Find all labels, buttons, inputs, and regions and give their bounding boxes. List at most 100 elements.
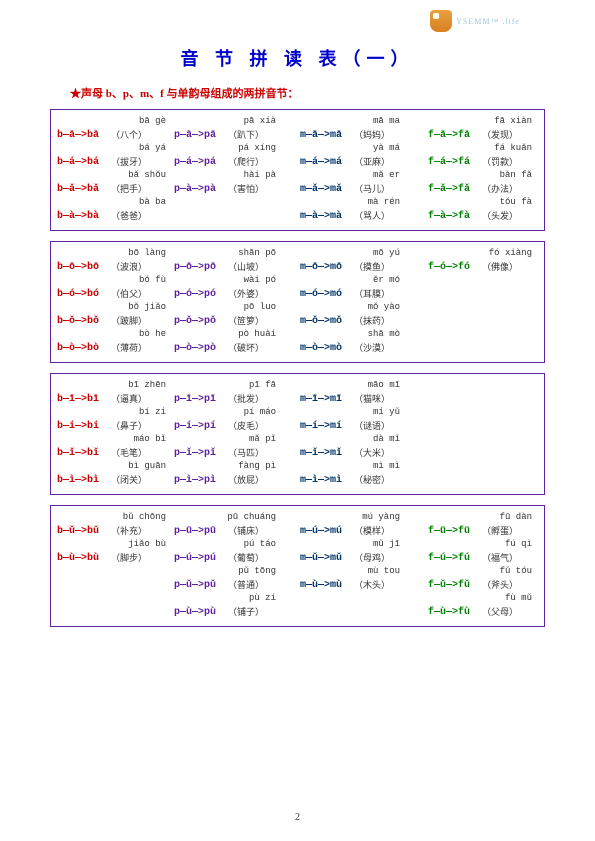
formula-text: p—ì—>pì xyxy=(174,475,216,486)
pinyin-text: pù zi xyxy=(249,593,276,603)
syllable-entry xyxy=(428,434,538,461)
logo-icon xyxy=(430,10,452,32)
syllable-entry: tóu fàf—à—>fà（头发） xyxy=(428,197,538,224)
pinyin-text: māo mī xyxy=(368,380,400,390)
header-logo: YSEMM™ .life xyxy=(430,10,520,32)
hanzi-text: （波浪） xyxy=(111,260,147,273)
syllable-box: bī zhēnb—ī—>bī（逼真）bí zib—í—>bí（鼻子）máo bǐ… xyxy=(50,373,545,495)
hanzi-text: （抹药） xyxy=(354,314,390,327)
column-f: fó xiàngf—ó—>fó（佛像） xyxy=(428,248,538,356)
subtitle: ★声母 b、p、m、f 与单韵母组成的两拼音节： xyxy=(70,85,545,101)
formula-text: p—ā—>pā xyxy=(174,130,216,141)
syllable-entry: bā gè b—ā—>bā （八个） xyxy=(57,116,174,143)
formula-text: m—ó—>mó xyxy=(300,289,342,300)
hanzi-text: （福气） xyxy=(482,551,518,564)
syllable-entry: mā mam—ā—>mā（妈妈） xyxy=(300,116,428,143)
syllable-entry: bō làngb—ō—>bō（波浪） xyxy=(57,248,174,275)
syllable-entry: pù zip—ù—>pù（铺子） xyxy=(174,593,300,620)
pinyin-text: mā ma xyxy=(373,116,400,126)
column-m: māo mīm—ī—>mī（猫咪）mí yǔm—í—>mí（谜语）dà mǐm—… xyxy=(300,380,428,488)
formula-text: m—ú—>mú xyxy=(300,526,342,537)
formula-text: p—ó—>pó xyxy=(174,289,216,300)
hanzi-text: （马匹） xyxy=(228,446,264,459)
hanzi-text: （拔牙） xyxy=(111,155,147,168)
syllable-entry: fá kuǎnf—á—>fá（罚款） xyxy=(428,143,538,170)
formula-text: p—ǔ—>pǔ xyxy=(174,580,216,591)
pinyin-text: yà má xyxy=(373,143,400,153)
hanzi-text: （跛脚） xyxy=(111,314,147,327)
syllable-entry: fū dànf—ū—>fū（孵蛋） xyxy=(428,512,538,539)
hanzi-text: （薄荷） xyxy=(111,341,147,354)
formula-text: p—ú—>pú xyxy=(174,553,216,564)
hanzi-text: （害怕） xyxy=(228,182,264,195)
syllable-entry: bǔ chōngb—ǔ—>bǔ（补充） xyxy=(57,512,174,539)
hanzi-text: （罚款） xyxy=(482,155,518,168)
formula-text: f—á—>fá xyxy=(428,157,470,168)
syllable-entry: mù tou m—ù—>mù （木头） xyxy=(300,566,428,593)
pinyin-text: bò he xyxy=(139,329,166,339)
logo-text: YSEMM™ .life xyxy=(456,17,520,26)
formula-text: b—í—>bí xyxy=(57,421,99,432)
hanzi-text: （母鸡） xyxy=(354,551,390,564)
hanzi-text: （骂人） xyxy=(354,209,390,222)
hanzi-text: （佛像） xyxy=(482,260,518,273)
formula-text: m—á—>má xyxy=(300,157,342,168)
syllable-entry: pū chuángp—ū—>pū（铺床） xyxy=(174,512,300,539)
pinyin-text: pú táo xyxy=(244,539,276,549)
pinyin-text: pǔ tōng xyxy=(238,566,276,576)
syllable-entry: jiǎo bùb—ù—>bù（脚步） xyxy=(57,539,174,566)
column-f xyxy=(428,380,538,488)
formula-text: b—ā—>bā xyxy=(57,130,99,141)
formula-text: b—ǔ—>bǔ xyxy=(57,526,99,537)
pinyin-text: mù tou xyxy=(368,566,400,576)
hanzi-text: （木头） xyxy=(354,578,390,591)
hanzi-text: （斧头） xyxy=(482,578,518,591)
pinyin-text: pá xíng xyxy=(238,143,276,153)
syllable-entry: ěr móm—ó—>mó（耳膜） xyxy=(300,275,428,302)
syllable-entry: bá yáb—á—>bá（拔牙） xyxy=(57,143,174,170)
formula-text: f—ǔ—>fǔ xyxy=(428,580,470,591)
syllable-entry xyxy=(174,197,300,224)
column-m: mō yúm—ō—>mō（摸鱼）ěr móm—ó—>mó（耳膜）mǒ yàom—… xyxy=(300,248,428,356)
formula-text: m—ǎ—>mǎ xyxy=(300,184,342,195)
column-f: fā xiànf—ā—>fā（发现）fá kuǎnf—á—>fá（罚款）bàn … xyxy=(428,116,538,224)
hanzi-text: （模样） xyxy=(354,524,390,537)
column-m: mā mam—ā—>mā（妈妈）yà mám—á—>má（亚麻）mǎ erm—ǎ… xyxy=(300,116,428,224)
syllable-entry: fó xiàngf—ó—>fó（佛像） xyxy=(428,248,538,275)
pinyin-text: bàn fǎ xyxy=(500,170,532,180)
syllable-entry: bī zhēnb—ī—>bī（逼真） xyxy=(57,380,174,407)
pinyin-text: bà ba xyxy=(139,197,166,207)
hanzi-text: （外婆） xyxy=(228,287,264,300)
hanzi-text: （皮毛） xyxy=(228,419,264,432)
pinyin-text: mì mì xyxy=(373,461,400,471)
hanzi-text: （谜语） xyxy=(354,419,390,432)
hanzi-text: （趴下） xyxy=(228,128,264,141)
syllable-entry: pí máop—í—>pí（皮毛） xyxy=(174,407,300,434)
pinyin-text: bā gè xyxy=(139,116,166,126)
pinyin-text: mà rén xyxy=(368,197,400,207)
formula-text: m—í—>mí xyxy=(300,421,342,432)
column-p: shān pōp—ō—>pō（山坡）wài póp—ó—>pó（外婆）pō lu… xyxy=(174,248,300,356)
formula-text: m—ù—>mù xyxy=(300,580,342,591)
syllable-entry: bà bab—à—>bà（爸爸） xyxy=(57,197,174,224)
formula-text: p—ū—>pū xyxy=(174,526,216,537)
hanzi-text: （孵蛋） xyxy=(482,524,518,537)
syllable-entry xyxy=(428,380,538,407)
pinyin-text: bǒ jiǎo xyxy=(128,302,166,312)
hanzi-text: （父母） xyxy=(482,605,518,618)
page-content: 音 节 拼 读 表（一） ★声母 b、p、m、f 与单韵母组成的两拼音节： bā… xyxy=(0,0,595,627)
column-b: bǔ chōngb—ǔ—>bǔ（补充）jiǎo bùb—ù—>bù（脚步） xyxy=(57,512,174,620)
syllable-entry: māo mīm—ī—>mī（猫咪） xyxy=(300,380,428,407)
pinyin-text: hài pà xyxy=(244,170,276,180)
syllable-entry: máo bǐb—ǐ—>bǐ（毛笔） xyxy=(57,434,174,461)
hanzi-text: （鼻子） xyxy=(111,419,147,432)
hanzi-text: （铺床） xyxy=(228,524,264,537)
syllable-entry: pǔ tōngp—ǔ—>pǔ（普通） xyxy=(174,566,300,593)
hanzi-text: （发现） xyxy=(482,128,518,141)
hanzi-text: （办法） xyxy=(482,182,518,195)
formula-text: p—ǐ—>pǐ xyxy=(174,448,216,459)
hanzi-text: （八个） xyxy=(111,128,147,141)
syllable-entry: wài póp—ó—>pó（外婆） xyxy=(174,275,300,302)
syllable-entry xyxy=(428,302,538,329)
formula-text: p—ō—>pō xyxy=(174,262,216,273)
